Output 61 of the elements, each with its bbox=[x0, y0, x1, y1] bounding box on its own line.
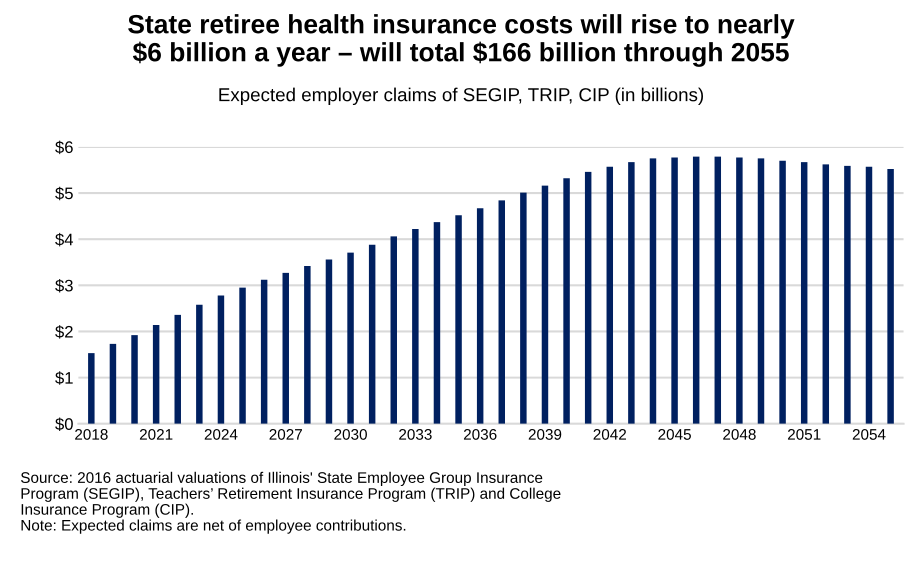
bar bbox=[822, 164, 830, 424]
bar bbox=[88, 353, 95, 424]
bar bbox=[347, 252, 354, 424]
source-note: Source: 2016 actuarial valuations of Illinois' State Employee Group Insurance Program (SEGIP), Teachers’ Retirement Insurance Program (TRIP) and College Insurance Program (CIP). Note: Expected claims are net of employee contributions. bbox=[20, 472, 560, 534]
bar bbox=[455, 215, 462, 424]
bar bbox=[239, 288, 246, 424]
chart-title: State retiree health insurance costs will rise to nearly $6 billion a year – will total $166 billion through 2055 bbox=[128, 14, 795, 67]
x-tick-label: 2051 bbox=[788, 429, 820, 440]
bar bbox=[736, 158, 743, 424]
x-tick-label: 2021 bbox=[140, 429, 172, 440]
bar bbox=[779, 160, 786, 424]
bar bbox=[304, 266, 311, 424]
bar bbox=[282, 272, 289, 424]
y-tick-label: $5 bbox=[55, 186, 73, 200]
x-tick-label: 2033 bbox=[399, 429, 432, 440]
x-tick-label: 2030 bbox=[334, 429, 367, 440]
bar bbox=[174, 314, 181, 424]
chart-subtitle: Expected employer claims of SEGIP, TRIP, CIP (in billions) bbox=[219, 88, 704, 106]
bar bbox=[196, 304, 203, 424]
bar bbox=[260, 280, 268, 424]
bar bbox=[844, 166, 851, 424]
x-tick-label: 2018 bbox=[75, 429, 108, 440]
y-tick-label: $4 bbox=[55, 232, 74, 246]
x-tick-label: 2036 bbox=[464, 429, 496, 440]
bar bbox=[476, 208, 484, 424]
bar bbox=[606, 166, 614, 424]
bar bbox=[520, 192, 527, 424]
bar bbox=[584, 172, 592, 424]
x-tick-label: 2042 bbox=[594, 429, 626, 440]
x-tick-label: 2024 bbox=[204, 429, 238, 440]
bar bbox=[368, 244, 376, 424]
bar bbox=[152, 325, 160, 424]
bar bbox=[628, 162, 635, 424]
y-tick-label: $3 bbox=[55, 279, 73, 293]
bar bbox=[800, 162, 808, 424]
bar bbox=[887, 169, 894, 424]
bar bbox=[218, 295, 224, 424]
x-tick-label: 2039 bbox=[528, 429, 562, 440]
bar bbox=[131, 335, 138, 424]
y-tick-label: $6 bbox=[55, 140, 73, 154]
bar bbox=[110, 344, 116, 424]
x-tick-label: 2048 bbox=[723, 429, 756, 440]
x-tick-label: 2027 bbox=[270, 429, 302, 440]
bar bbox=[650, 158, 656, 424]
bar bbox=[412, 229, 419, 424]
bar bbox=[692, 156, 700, 424]
bar bbox=[434, 222, 440, 424]
x-tick-label: 2054 bbox=[852, 429, 886, 440]
y-tick-label: $0 bbox=[55, 417, 73, 431]
bar bbox=[563, 178, 570, 424]
bar bbox=[671, 158, 678, 424]
bar bbox=[326, 259, 332, 424]
y-tick-label: $1 bbox=[55, 371, 73, 385]
bar bbox=[498, 200, 506, 424]
bar bbox=[714, 156, 722, 424]
y-tick-label: $2 bbox=[55, 325, 73, 339]
bar bbox=[758, 158, 764, 424]
bar bbox=[866, 166, 872, 424]
x-tick-label: 2045 bbox=[658, 429, 691, 440]
bar bbox=[542, 186, 548, 424]
bar bbox=[390, 236, 397, 424]
